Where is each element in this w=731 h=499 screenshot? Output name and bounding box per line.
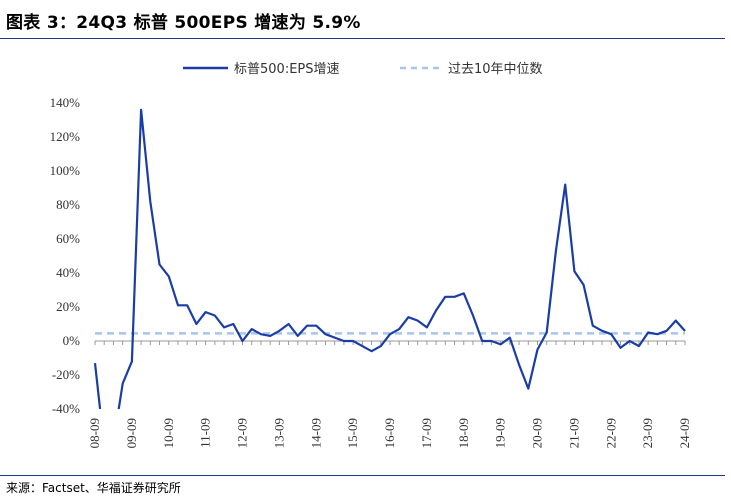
y-tick-label: 140%: [50, 95, 81, 110]
title-divider: [0, 38, 725, 39]
y-tick-label: 60%: [56, 231, 80, 246]
x-tick-label: 15-09: [345, 418, 360, 448]
plot-area: [93, 108, 686, 409]
x-tick-label: 24-09: [677, 418, 692, 448]
legend-label-10y-median: 过去10年中位数: [448, 62, 543, 77]
source-note: 来源：Factset、华福证券研究所: [6, 481, 181, 495]
chart-title: 图表 3：24Q3 标普 500EPS 增速为 5.9%: [6, 13, 361, 33]
footer-divider: [0, 475, 725, 476]
x-tick-label: 11-09: [198, 418, 213, 448]
y-tick-label: 0%: [63, 333, 81, 348]
x-tick-label: 10-09: [161, 418, 176, 448]
x-tick-label: 12-09: [235, 418, 250, 448]
x-axis: 08-09 09-09 10-09 11-09 12-09 13-09 14-09 15-09…: [87, 340, 692, 448]
x-tick-label: 18-09: [456, 418, 471, 448]
x-tick-label: 22-09: [603, 418, 618, 448]
x-tick-label: 19-09: [493, 418, 508, 448]
y-tick-label: 120%: [50, 129, 81, 144]
y-tick-label: 80%: [56, 197, 80, 212]
y-tick-label: -20%: [52, 367, 80, 382]
y-tick-label: 40%: [56, 265, 80, 280]
y-tick-label: 20%: [56, 299, 80, 314]
legend: 标普500:EPS增速 过去10年中位数: [183, 62, 543, 77]
y-axis: -40% -20% 0% 20% 40% 60% 80% 100% 120% 140%: [50, 95, 81, 416]
y-tick-label: -40%: [52, 401, 80, 416]
x-tick-label: 14-09: [308, 418, 323, 448]
x-tick-label: 21-09: [566, 418, 581, 448]
x-tick-label: 17-09: [419, 418, 434, 448]
x-tick-label: 08-09: [87, 418, 102, 448]
eps-growth-line: [93, 108, 686, 409]
x-tick-label: 23-09: [640, 418, 655, 448]
y-tick-label: 100%: [50, 163, 81, 178]
legend-label-eps-growth: 标普500:EPS增速: [234, 62, 340, 77]
x-tick-label: 13-09: [271, 418, 286, 448]
x-tick-label: 20-09: [530, 418, 545, 448]
x-tick-label: 09-09: [124, 418, 139, 448]
x-tick-label: 16-09: [382, 418, 397, 448]
